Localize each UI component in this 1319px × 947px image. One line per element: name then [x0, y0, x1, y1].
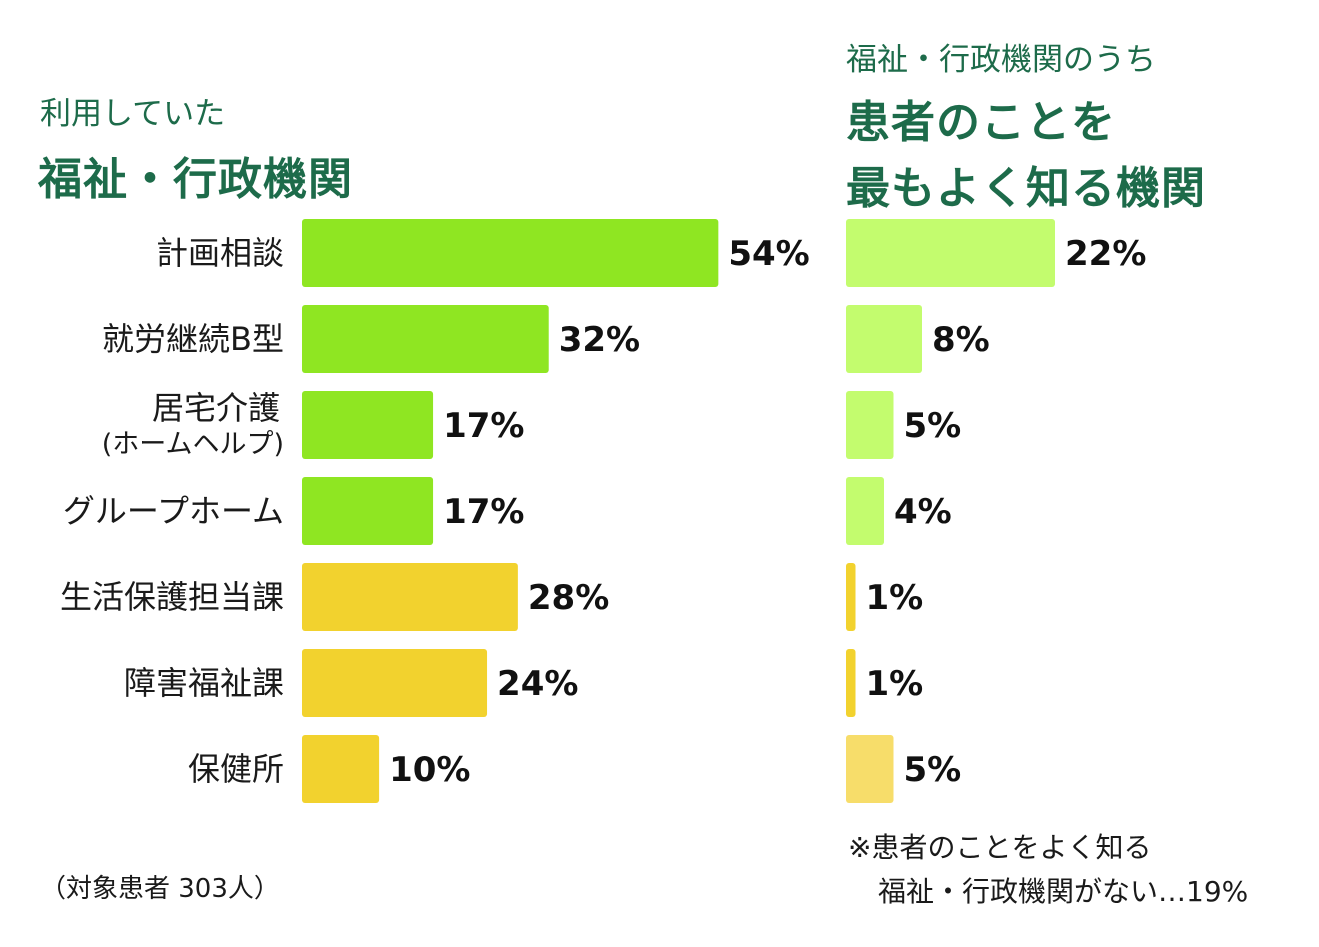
- right-bar-value-label: 22%: [1065, 234, 1146, 274]
- right-bar: [846, 649, 856, 717]
- left-bar-value-label: 54%: [728, 234, 809, 274]
- category-label: 居宅介護: [152, 389, 280, 427]
- right-bar: [846, 305, 922, 373]
- left-bar: [302, 477, 434, 545]
- category-label: 就労継続B型: [102, 320, 284, 358]
- left-bar: [302, 391, 434, 459]
- footnote-line2: 福祉・行政機関がない…19%: [878, 875, 1249, 908]
- left-panel-subtitle: 利用していた: [40, 96, 226, 132]
- left-bar-value-label: 32%: [559, 320, 640, 360]
- right-bar-value-label: 5%: [904, 750, 962, 790]
- footnote-line1: ※患者のことをよく知る: [848, 831, 1152, 864]
- right-panel-title-line2: 最もよく知る機関: [846, 163, 1206, 214]
- category-label: 生活保護担当課: [60, 578, 284, 616]
- right-bar: [846, 735, 894, 803]
- left-bar: [302, 219, 719, 287]
- left-bar-value-label: 17%: [443, 492, 524, 532]
- left-bar: [302, 735, 380, 803]
- category-label: グループホーム: [63, 492, 284, 530]
- left-bar: [302, 563, 518, 631]
- right-bar-value-label: 5%: [904, 406, 962, 446]
- left-bar-value-label: 28%: [528, 578, 609, 618]
- category-label: 保健所: [188, 750, 284, 788]
- right-bar: [846, 391, 894, 459]
- left-bar-value-label: 24%: [497, 664, 578, 704]
- category-label: 障害福祉課: [124, 664, 284, 702]
- left-panel-title: 福祉・行政機関: [38, 154, 353, 205]
- right-panel-subtitle: 福祉・行政機関のうち: [846, 42, 1156, 78]
- left-bar-value-label: 17%: [443, 406, 524, 446]
- left-bar: [302, 305, 549, 373]
- sample-size-note: （対象患者 303人）: [40, 874, 280, 904]
- right-bar: [846, 219, 1055, 287]
- right-panel-title-line1: 患者のことを: [846, 97, 1116, 148]
- category-label: 計画相談: [156, 234, 284, 272]
- right-bar: [846, 477, 884, 545]
- left-bar-value-label: 10%: [389, 750, 470, 790]
- category-sublabel: (ホームヘルプ): [102, 429, 284, 460]
- right-bar-value-label: 1%: [866, 578, 924, 618]
- right-bar-value-label: 4%: [894, 492, 952, 532]
- left-bar: [302, 649, 488, 717]
- right-bar-value-label: 1%: [866, 664, 924, 704]
- right-bar-value-label: 8%: [932, 320, 990, 360]
- right-bar: [846, 563, 856, 631]
